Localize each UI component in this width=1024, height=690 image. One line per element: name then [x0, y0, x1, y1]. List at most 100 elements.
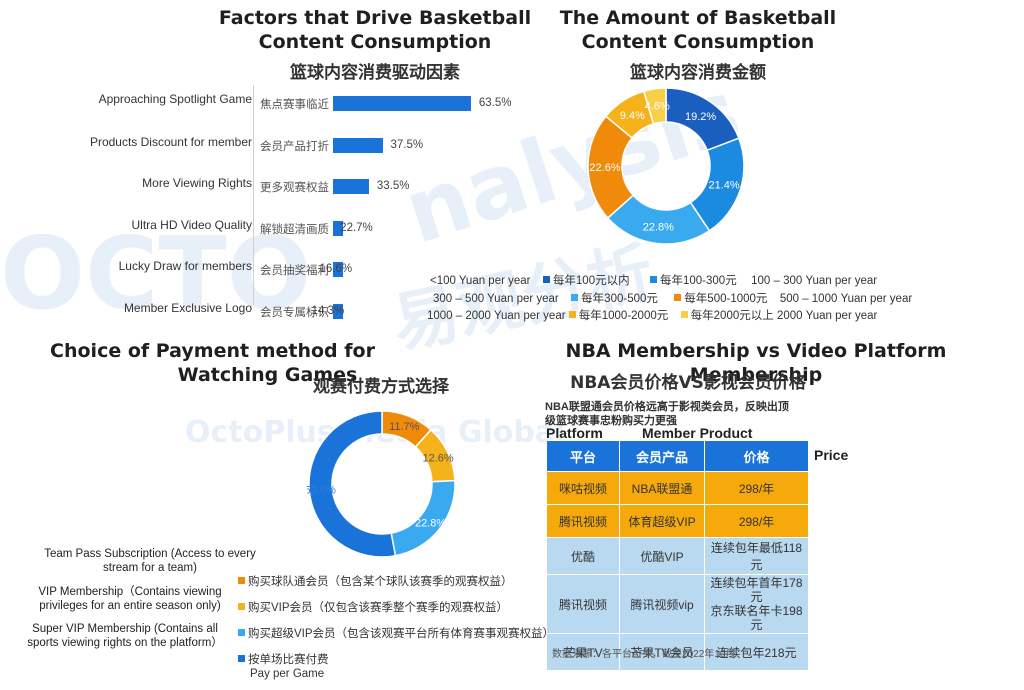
- legend-label: 每年2000元以上: [690, 310, 774, 322]
- table-row: 优酷 优酷VIP 连续包年最低118元: [546, 537, 809, 575]
- legend-swatch: [238, 577, 245, 584]
- legend-swatch: [674, 294, 682, 301]
- legend-en-label: 300 – 500 Yuan per year: [433, 293, 559, 305]
- bar-category-label-en: Approaching Spotlight Game: [98, 92, 252, 106]
- legend-en-label: Pay per Game: [250, 668, 325, 680]
- bar-category-label-en: Member Exclusive Logo: [123, 300, 252, 315]
- bar-category-label: 焦点赛事临近: [260, 99, 329, 111]
- legend-label: 每年100元以内: [552, 275, 630, 287]
- amount-legend-row: 300 – 500 Yuan per year 每年300-500元 每年500…: [433, 290, 912, 306]
- data-source-note: 数据来源：各平台APP，截至2022年10月: [552, 649, 736, 660]
- legend-item: 购买球队通会员（包含某个球队该赛季的观赛权益）: [238, 573, 513, 589]
- table-row: 腾讯视频 体育超级VIP 298/年: [546, 504, 809, 538]
- table-note: NBA联盟通会员价格远高于影视类会员，反映出顶 级篮球赛事忠粉购买力更强: [545, 401, 789, 427]
- label-platform: Platform: [546, 425, 603, 441]
- table-title: NBA Membership vs Video Platform Members…: [565, 340, 947, 386]
- table-row: 芒果TV 芒果TV会员 连续包年218元: [546, 633, 809, 671]
- legend-swatch: [238, 655, 245, 662]
- table-row: 腾讯视频 腾讯视频vip 连续包年首年178元 京东联名年卡198元: [546, 574, 809, 634]
- donut-value-label: 22.6%: [589, 162, 620, 174]
- bar-category-label-en: More Viewing Rights: [142, 176, 252, 190]
- bar: [333, 179, 369, 194]
- table-cell: 体育超级VIP: [619, 504, 705, 538]
- bar: [333, 303, 343, 319]
- bar-category-label: 会员专属标识: [260, 306, 329, 319]
- label-member-product: Member Product: [642, 425, 753, 441]
- legend-item: 购买VIP会员（仅包含该赛季整个赛季的观赛权益）: [238, 599, 508, 615]
- table-header-cell: 价格: [704, 440, 809, 472]
- bar-category-label-en: Ultra HD Video Quality: [131, 217, 253, 232]
- table-cell: 298/年: [704, 471, 809, 505]
- legend-en-label: 1000 – 2000 Yuan per year: [427, 310, 566, 322]
- table-cell: 腾讯视频: [546, 574, 620, 634]
- donut-value-label: 4.6%: [645, 101, 670, 113]
- table-row: 咪咕视频 NBA联盟通 298/年: [546, 471, 809, 505]
- table-cell: 芒果TV: [546, 633, 620, 671]
- bar-category-label: 更多观赛权益: [260, 182, 329, 194]
- bar-category-label-en: Products Discount for member: [89, 134, 252, 149]
- table-cell: NBA联盟通: [619, 471, 705, 505]
- label-price: Price: [814, 447, 849, 463]
- donut-slice: [308, 410, 397, 558]
- amount-chart-title-cn: 篮球内容消费金额: [630, 63, 766, 83]
- legend-en-label: 2000 Yuan per year: [776, 310, 878, 322]
- table-cell: 咪咕视频: [546, 471, 620, 505]
- donut-value-label: 53.0%: [307, 485, 336, 497]
- legend-label: 购买VIP会员（仅包含该赛季整个赛季的观赛权益）: [248, 602, 509, 614]
- amount-legend-row: 1000 – 2000 Yuan per year 每年1000-2000元 每…: [427, 307, 877, 323]
- legend-en-label: Super VIP Membership (Contains all sports…: [27, 623, 223, 649]
- legend-label: 每年500-1000元: [684, 293, 768, 305]
- payment-chart-title: Choice of Payment method for Watching Ga…: [50, 340, 375, 386]
- legend-en-label: Team Pass Subscription (Access to every s…: [44, 548, 256, 574]
- table-header-cell: 会员产品: [619, 440, 705, 472]
- amount-chart-title: The Amount of Basketball Content Consump…: [559, 7, 837, 53]
- bar-value-label: 22.7%: [340, 221, 373, 234]
- amount-legend-row: <100 Yuan per year 每年100元以内 每年100-300元 1…: [430, 272, 877, 288]
- bar-chart: Approaching Spotlight Game 焦点赛事临近 63.5% Pro…: [0, 0, 520, 320]
- legend-item: 按单场比赛付费: [238, 651, 329, 667]
- legend-item: 购买超级VIP会员（包含该观赛平台所有体育赛事观赛权益）: [238, 625, 554, 641]
- bar-value-label: 37.5%: [390, 138, 424, 151]
- payment-legend: Team Pass Subscription (Access to every s…: [10, 545, 554, 685]
- bar-chart-title-cn: 篮球内容消费驱动因素: [290, 63, 460, 83]
- legend-swatch: [650, 276, 657, 283]
- bar-category-label: 会员抽奖福利: [260, 265, 329, 277]
- legend-label: 购买球队通会员（包含某个球队该赛季的观赛权益）: [248, 576, 513, 588]
- payment-donut-chart: 11.7% 12.6% 22.8% 53.0%: [307, 410, 456, 558]
- table-cell: 腾讯视频vip: [619, 574, 705, 634]
- donut-value-label: 9.4%: [620, 110, 645, 122]
- table-cell: 芒果TV会员: [619, 633, 705, 671]
- table-cell: 优酷: [546, 537, 620, 575]
- legend-label: 每年1000-2000元: [578, 310, 669, 322]
- legend-swatch: [571, 294, 579, 301]
- table-cell: 连续包年最低118元: [704, 537, 809, 575]
- amount-donut-chart: 19.2% 21.4% 22.8% 22.6% 9.4%4.6%: [587, 87, 745, 245]
- legend-label: 每年100-300元: [660, 275, 737, 287]
- bar: [333, 262, 343, 277]
- table-cell: 连续包年首年178元 京东联名年卡198元: [704, 574, 809, 634]
- bar-chart-title: Factors that Drive Basketball Content Co…: [218, 7, 532, 53]
- bar-category-label: 解锁超清画质: [260, 223, 329, 236]
- table-cell: 298/年: [704, 504, 809, 538]
- table-cell: 连续包年218元: [704, 633, 809, 671]
- donut-value-label: 22.8%: [643, 222, 674, 234]
- legend-en-label: 500 – 1000 Yuan per year: [779, 293, 913, 305]
- watermark-text: OCTO: [0, 215, 312, 332]
- donut-value-label: 19.2%: [685, 111, 716, 123]
- table-header-cell: 平台: [546, 440, 620, 472]
- bar-value-label: 33.5%: [376, 180, 410, 192]
- bar: [333, 96, 471, 111]
- legend-swatch: [238, 629, 245, 636]
- legend-swatch: [542, 276, 550, 283]
- legend-label: 每年300-500元: [581, 293, 658, 305]
- legend-label: 按单场比赛付费: [248, 654, 329, 666]
- legend-en-label: 100 – 300 Yuan per year: [751, 275, 878, 287]
- donut-value-label: 12.6%: [422, 453, 453, 465]
- legend-swatch: [238, 603, 245, 610]
- table-title-cn: NBA会员价格VS影视会员价格: [570, 373, 806, 393]
- donut-value-label: 11.7%: [389, 421, 420, 433]
- bar: [333, 137, 383, 153]
- bar-value-label: 63.5%: [478, 97, 512, 109]
- bar-chart-axis: [253, 85, 254, 305]
- legend-en-label: <100 Yuan per year: [430, 275, 531, 287]
